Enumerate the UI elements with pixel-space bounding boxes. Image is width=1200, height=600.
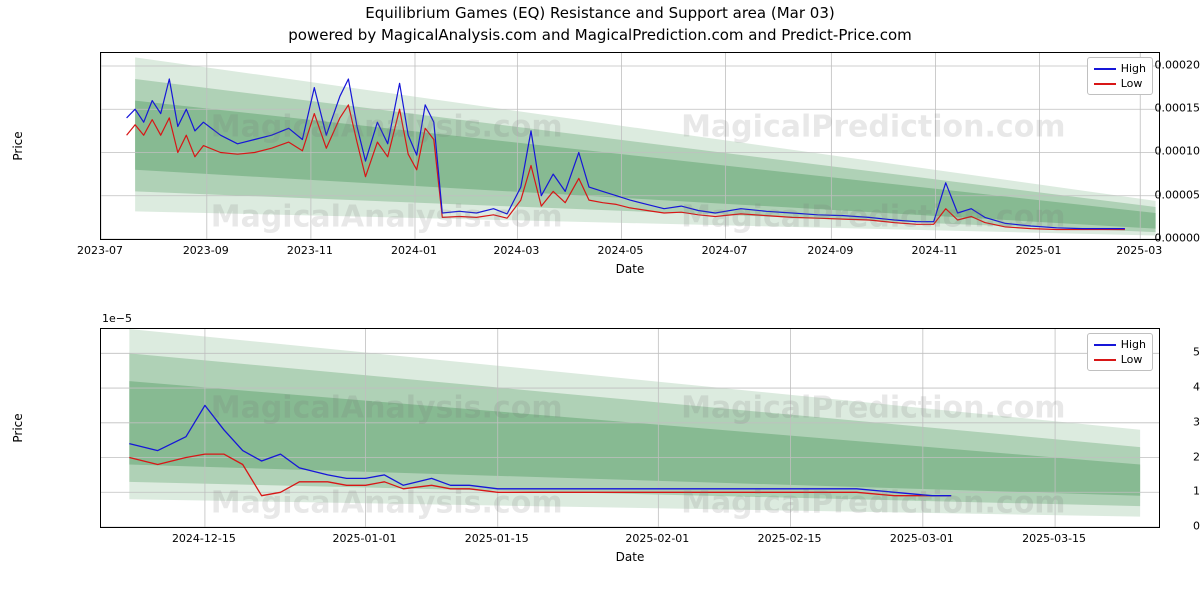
xtick-label: 2025-01 — [1016, 244, 1062, 257]
xtick-label: 2023-09 — [183, 244, 229, 257]
xtick-label: 2025-01-01 — [333, 532, 397, 545]
ytick-label: 2 — [1108, 450, 1200, 463]
xtick-label: 2024-09 — [807, 244, 853, 257]
xtick-label: 2024-03 — [493, 244, 539, 257]
x-axis-label: Date — [100, 550, 1160, 564]
xtick-label: 2024-07 — [702, 244, 748, 257]
xtick-label: 2025-03-01 — [890, 532, 954, 545]
y-axis-label: Price — [11, 131, 25, 160]
xtick-label: 2023-07 — [77, 244, 123, 257]
ytick-label: 0.00000 — [1108, 232, 1200, 245]
y-axis-label: Price — [11, 413, 25, 442]
x-axis-label: Date — [100, 262, 1160, 276]
ytick-label: 0.00020 — [1108, 58, 1200, 71]
xtick-label: 2023-11 — [287, 244, 333, 257]
chart-subtitle: powered by MagicalAnalysis.com and Magic… — [0, 26, 1200, 44]
ytick-label: 5 — [1108, 346, 1200, 359]
ytick-label: 0.00010 — [1108, 145, 1200, 158]
xtick-label: 2024-01 — [391, 244, 437, 257]
xtick-label: 2025-03 — [1116, 244, 1162, 257]
axes-top: MagicalAnalysis.comMagicalAnalysis.comMa… — [100, 52, 1160, 240]
chart-title: Equilibrium Games (EQ) Resistance and Su… — [0, 4, 1200, 22]
ytick-label: 3 — [1108, 415, 1200, 428]
ytick-label: 0 — [1108, 520, 1200, 533]
legend-item: Low — [1094, 76, 1146, 91]
figure: { "titles": { "main": "Equilibrium Games… — [0, 0, 1200, 600]
axes-bottom: MagicalAnalysis.comMagicalAnalysis.comMa… — [100, 328, 1160, 528]
xtick-label: 2025-01-15 — [465, 532, 529, 545]
ytick-label: 4 — [1108, 381, 1200, 394]
legend-swatch — [1094, 83, 1116, 85]
xtick-label: 2025-03-15 — [1022, 532, 1086, 545]
xtick-label: 2024-05 — [597, 244, 643, 257]
xtick-label: 2024-11 — [911, 244, 957, 257]
legend-label: Low — [1121, 77, 1143, 90]
y-offset-text: 1e−5 — [102, 312, 132, 325]
xtick-label: 2025-02-15 — [758, 532, 822, 545]
ytick-label: 1 — [1108, 485, 1200, 498]
ytick-label: 0.00015 — [1108, 102, 1200, 115]
ytick-label: 0.00005 — [1108, 188, 1200, 201]
xtick-label: 2025-02-01 — [625, 532, 689, 545]
xtick-label: 2024-12-15 — [172, 532, 236, 545]
